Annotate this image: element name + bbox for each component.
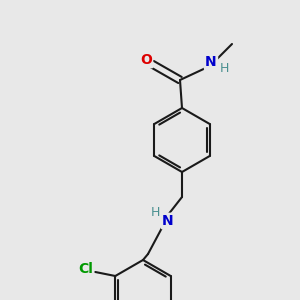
Text: Cl: Cl bbox=[78, 262, 93, 276]
Text: O: O bbox=[140, 53, 152, 67]
Text: H: H bbox=[150, 206, 160, 218]
Text: N: N bbox=[205, 55, 217, 69]
Text: N: N bbox=[162, 214, 174, 228]
Text: Cl: Cl bbox=[78, 262, 93, 276]
Text: H: H bbox=[219, 62, 229, 76]
Text: O: O bbox=[140, 53, 152, 67]
Text: H: H bbox=[150, 206, 160, 218]
Text: N: N bbox=[162, 214, 174, 228]
Text: H: H bbox=[219, 62, 229, 76]
Text: N: N bbox=[205, 55, 217, 69]
